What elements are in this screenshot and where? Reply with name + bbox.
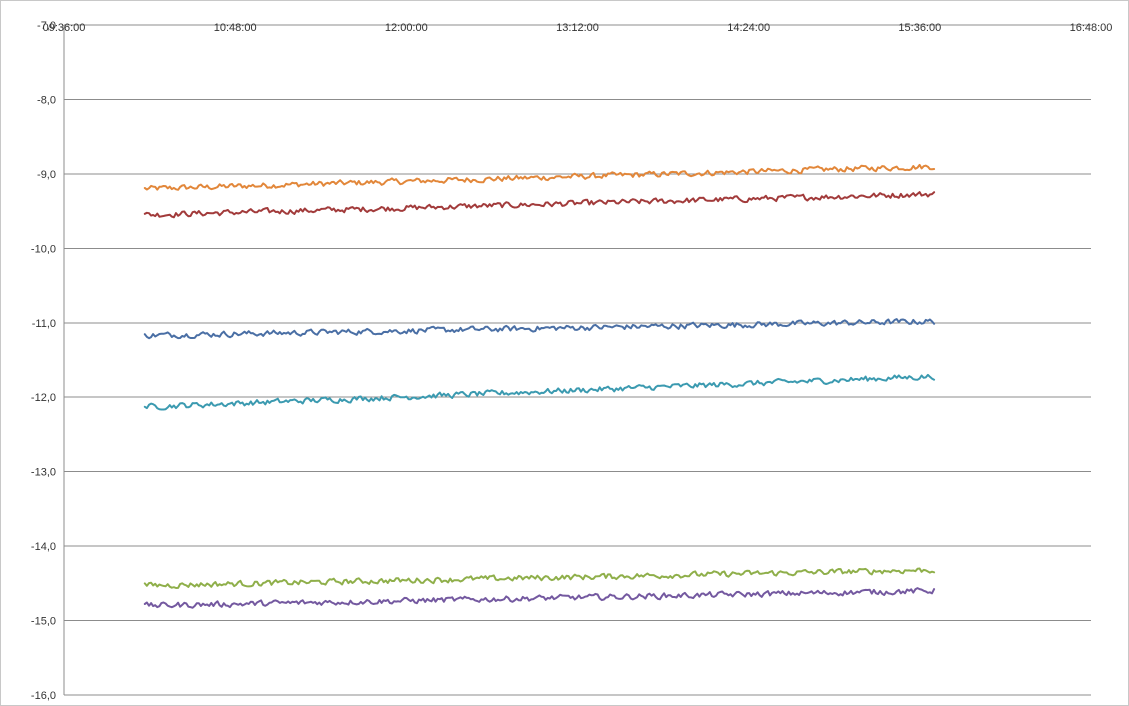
y-tick-label: -16,0 [31, 690, 56, 702]
y-tick-label: -11,0 [32, 318, 56, 330]
x-tick-label: 16:48:00 [1070, 22, 1113, 34]
y-tick-label: -10,0 [31, 243, 56, 255]
series-line-6 [143, 587, 936, 609]
series-line-3 [143, 318, 936, 340]
x-tick-label: 12:00:00 [385, 22, 428, 34]
series-line-1 [143, 163, 936, 191]
y-tick-label: -8,0 [37, 94, 56, 106]
y-tick-label: -13,0 [31, 467, 56, 479]
x-tick-label: 15:36:00 [898, 22, 941, 34]
x-tick-label: 09:36:00 [43, 22, 86, 34]
y-tick-label: -12,0 [31, 392, 56, 404]
x-tick-label: 13:12:00 [556, 22, 599, 34]
series-line-5 [143, 567, 936, 589]
y-tick-label: -14,0 [31, 541, 56, 553]
series-line-2 [143, 191, 936, 219]
x-tick-label: 14:24:00 [727, 22, 770, 34]
series-line-4 [143, 373, 936, 411]
y-tick-label: -9,0 [37, 169, 56, 181]
x-tick-label: 10:48:00 [214, 22, 257, 34]
y-tick-label: -15,0 [31, 616, 56, 628]
y-tick-label: -7,0 [37, 20, 56, 32]
